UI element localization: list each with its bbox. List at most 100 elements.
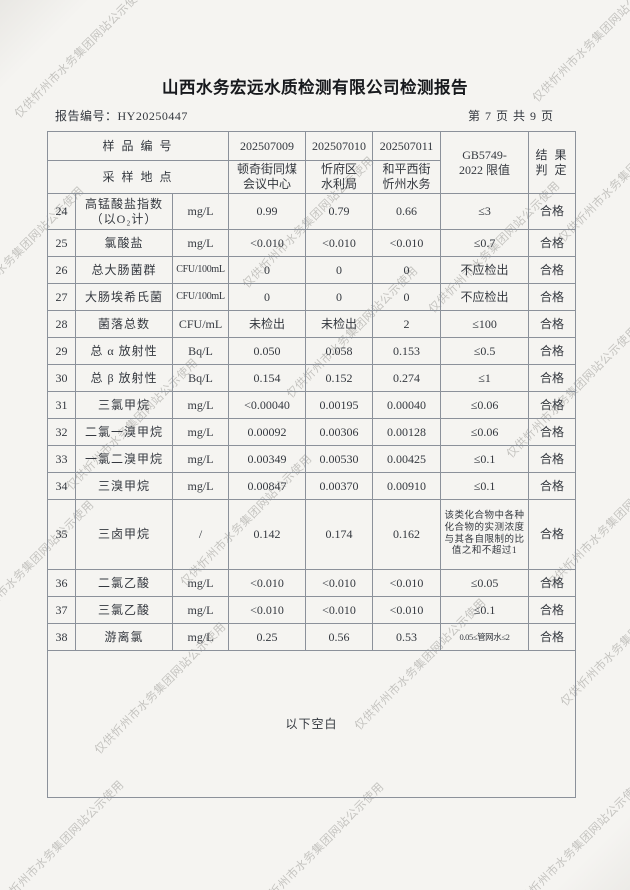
value-cell: 0 [228,283,307,311]
limit-cell: ≤0.05 [440,569,530,597]
result-cell: 合格 [528,229,577,257]
limit-cell: ≤0.1 [440,472,530,500]
row-number-cell: 27 [47,283,76,311]
value-cell: 0 [305,283,374,311]
value-cell: 0.66 [372,193,442,230]
row-number-cell: 30 [47,364,76,392]
sample-id-cell: 202507010 [305,131,374,161]
row-number-cell: 33 [47,445,76,473]
parameter-name-cell: 总大肠菌群 [75,256,173,284]
value-cell: 0.00128 [372,418,442,446]
unit-cell: Bq/L [171,364,230,392]
parameter-name-cell: 总 β 放射性 [75,364,173,392]
sample-id-label-cell: 样 品 编 号 [46,131,230,161]
value-cell: <0.010 [228,596,307,624]
row-number-cell: 28 [47,310,76,338]
value-cell: 0.274 [372,364,442,392]
parameter-name-cell: 三卤甲烷 [75,499,173,570]
row-number-cell: 38 [47,623,76,651]
table-row: 25 氯酸盐 mg/L <0.010 <0.010 <0.010 ≤0.7 合格 [47,229,577,257]
location-cell: 和平西街 忻州水务 [372,160,442,194]
table-row: 35 三卤甲烷/0.142 0.174 0.162 该类化合物中各种化合物的实测浓度与其… [47,499,577,570]
value-cell: 0.00092 [228,418,307,446]
report-title: 山西水务宏远水质检测有限公司检测报告 [162,78,468,97]
location-label-cell: 采 样 地 点 [46,160,230,194]
unit-cell: CFU/mL [171,310,230,338]
parameter-name-cell: 三氯乙酸 [75,596,173,624]
unit-cell: mg/L [171,391,230,419]
value-cell: 0 [372,256,442,284]
limit-cell: ≤0.06 [440,418,530,446]
value-cell: <0.010 [372,229,442,257]
table-row: 24 高锰酸盐指数 （以O₂计） mg/L 0.99 0.79 0.66 ≤3 合格 [47,193,577,230]
result-cell: 合格 [528,364,577,392]
parameter-name-cell: 氯酸盐 [75,229,173,257]
limit-cell: ≤1 [440,364,530,392]
sample-id-cell: 202507011 [372,131,442,161]
value-cell: <0.010 [305,569,374,597]
table-row: 31 三氯甲烷 mg/L <0.00040 0.00195 0.00040 ≤0.06 合格 [47,391,577,419]
location-cell: 顿奇街同煤 会议中心 [228,160,307,194]
result-cell: 合格 [528,596,577,624]
parameter-name-cell: 一氯二溴甲烷 [75,445,173,473]
value-cell: 0.00425 [372,445,442,473]
result-cell: 合格 [528,445,577,473]
value-cell: 0.79 [305,193,374,230]
value-cell: <0.010 [305,229,374,257]
table-row: 28 菌落总数 CFU/mL 未检出 未检出 2 ≤100 合格 [47,310,577,338]
value-cell: 0.162 [372,499,442,570]
value-cell: 0.00847 [228,472,307,500]
limit-cell: 0.05≤管网水≤2 [440,623,530,651]
table-row: 33 一氯二溴甲烷 mg/L 0.00349 0.00530 0.00425 ≤0.1 合格 [47,445,577,473]
value-cell: 未检出 [305,310,374,338]
value-cell: 0.00910 [372,472,442,500]
limit-cell: ≤0.06 [440,391,530,419]
unit-cell: Bq/L [171,337,230,365]
header-row-sample-ids: 样 品 编 号 202507009 202507010 202507011 GB… [46,131,577,194]
value-cell: 0.058 [305,337,374,365]
unit-cell: mg/L [171,193,230,230]
unit-cell: mg/L [171,596,230,624]
footer-note-cell: 以下空白 [46,650,577,798]
value-cell: 0.00530 [305,445,374,473]
table-row: 26 总大肠菌群 CFU/100mL 0 0 0 不应检出 合格 [47,256,577,284]
limit-cell: ≤0.5 [440,337,530,365]
value-cell: 0.154 [228,364,307,392]
value-cell: 0.152 [305,364,374,392]
value-cell: 0.00370 [305,472,374,500]
value-cell: 0.174 [305,499,374,570]
test-results-table: 样 品 编 号 202507009 202507010 202507011 GB… [46,131,577,798]
sample-id-cell: 202507009 [228,131,307,161]
value-cell: 2 [372,310,442,338]
value-cell: 0.56 [305,623,374,651]
row-number-cell: 26 [47,256,76,284]
parameter-name-cell: 三氯甲烷 [75,391,173,419]
value-cell: 0.153 [372,337,442,365]
parameter-name-cell: 菌落总数 [75,310,173,338]
parameter-name-cell: 三溴甲烷 [75,472,173,500]
value-cell: 0.050 [228,337,307,365]
unit-cell: mg/L [171,623,230,651]
parameter-name-cell: 高锰酸盐指数 （以O₂计） [75,193,173,230]
value-cell: <0.00040 [228,391,307,419]
unit-cell: mg/L [171,229,230,257]
table-row: 32 二氯一溴甲烷 mg/L 0.00092 0.00306 0.00128 ≤0.06 合格 [47,418,577,446]
table-row: 30 总 β 放射性 Bq/L 0.154 0.152 0.274 ≤1 合格 [47,364,577,392]
result-cell: 合格 [528,472,577,500]
value-cell: 0 [305,256,374,284]
parameter-name-cell: 大肠埃希氏菌 [75,283,173,311]
result-cell: 合格 [528,623,577,651]
report-number: 报告编号：HY20250447 [55,109,188,123]
limit-cell: ≤3 [440,193,530,230]
value-cell: <0.010 [228,229,307,257]
limit-cell: 不应检出 [440,256,530,284]
value-cell: <0.010 [372,596,442,624]
row-number-cell: 37 [47,596,76,624]
limit-cell: ≤0.7 [440,229,530,257]
unit-cell: / [171,499,230,570]
unit-cell: CFU/100mL [171,283,230,311]
table-row: 36 二氯乙酸 mg/L <0.010 <0.010 <0.010 ≤0.05 合格 [47,569,577,597]
value-cell: 0.00349 [228,445,307,473]
result-cell: 合格 [528,391,577,419]
